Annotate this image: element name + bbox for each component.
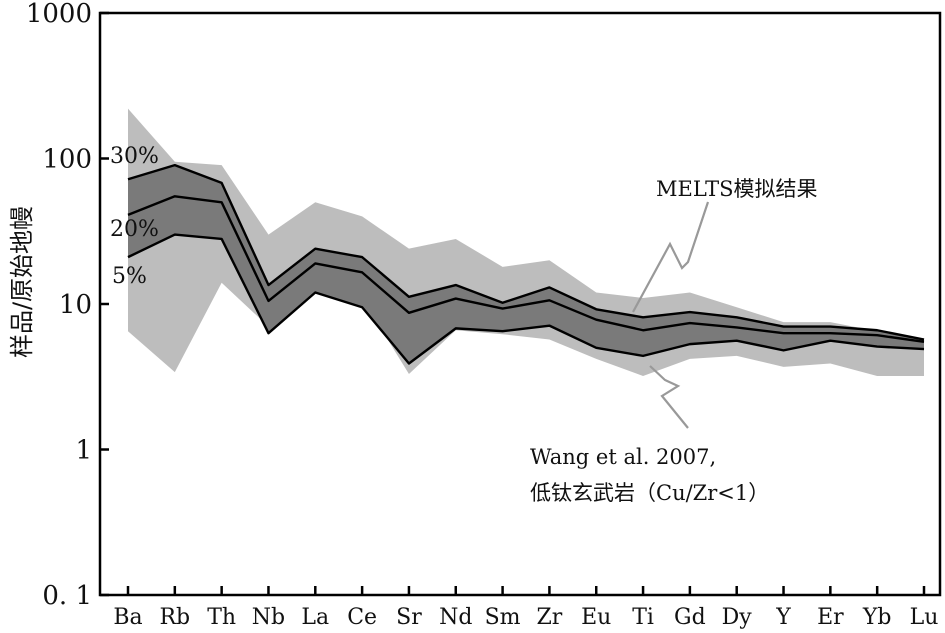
- x-tick-label-Sr: Sr: [396, 605, 422, 630]
- series-line-0: [127, 163, 925, 341]
- wang-leader-line: [649, 365, 689, 429]
- series-label-20: 20%: [110, 217, 159, 242]
- y-tick-label-4: 0. 1: [42, 581, 92, 611]
- x-tick-label-Ti: Ti: [632, 605, 654, 630]
- band-layer: [128, 108, 924, 377]
- y-axis-ticks: 1000 100 10 1 0. 1: [26, 0, 109, 611]
- x-axis-ticks: Ba Rb Th Nb La Ce Sr Nd Sm Zr Eu Ti Gd Dy Y Er Yb Lu: [113, 586, 938, 630]
- wang-annotation-line2: 低钛玄武岩（Cu/Zr<1）: [530, 481, 769, 505]
- band-0: [128, 108, 924, 377]
- x-tick-label-Ce: Ce: [347, 605, 377, 630]
- x-tick-label-Sm: Sm: [485, 605, 521, 630]
- x-tick-label-Nb: Nb: [252, 605, 285, 630]
- series-line-2: [127, 233, 925, 365]
- y-tick-label-3: 1: [75, 436, 92, 466]
- x-tick-label-Rb: Rb: [159, 605, 190, 630]
- x-tick-label-Dy: Dy: [722, 605, 753, 630]
- melts-leader-line: [632, 201, 710, 313]
- wang-annotation-line1: Wang et al. 2007,: [530, 445, 716, 469]
- series-label-5: 5%: [112, 264, 147, 289]
- y-tick-label-1: 100: [42, 145, 92, 175]
- x-tick-label-Er: Er: [817, 605, 844, 630]
- series-layer: [127, 163, 925, 365]
- series-line-1: [127, 195, 925, 343]
- x-tick-label-Ba: Ba: [113, 605, 142, 630]
- x-tick-label-Yb: Yb: [862, 605, 892, 630]
- x-tick-label-Y: Y: [775, 605, 791, 630]
- band-1: [128, 165, 924, 364]
- y-tick-label-0: 1000: [26, 0, 92, 29]
- y-tick-label-2: 10: [59, 290, 92, 320]
- x-tick-label-Eu: Eu: [581, 605, 611, 630]
- x-tick-label-Zr: Zr: [537, 605, 563, 630]
- x-tick-label-La: La: [301, 605, 329, 630]
- x-tick-label-Nd: Nd: [439, 605, 472, 630]
- series-label-30: 30%: [110, 144, 159, 169]
- x-tick-label-Th: Th: [207, 605, 236, 630]
- melts-annotation: MELTS模拟结果: [656, 177, 817, 201]
- x-tick-label-Gd: Gd: [674, 605, 706, 630]
- x-tick-label-Lu: Lu: [910, 605, 939, 630]
- y-axis-label: 样品/原始地幔: [8, 206, 36, 358]
